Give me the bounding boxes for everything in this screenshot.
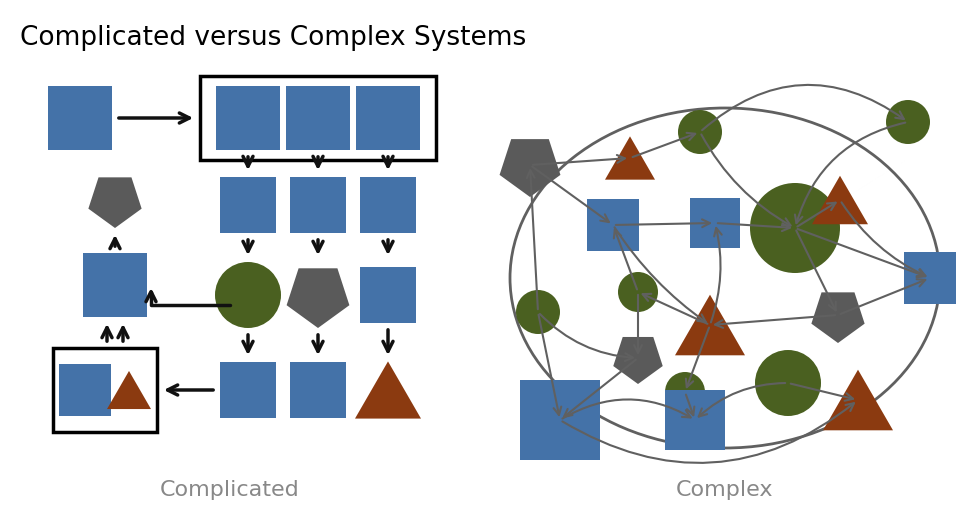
- Polygon shape: [499, 139, 560, 197]
- Polygon shape: [216, 86, 280, 150]
- Circle shape: [750, 183, 839, 273]
- Polygon shape: [359, 177, 415, 233]
- Polygon shape: [520, 380, 600, 460]
- Polygon shape: [612, 337, 662, 384]
- Polygon shape: [289, 177, 346, 233]
- Polygon shape: [220, 362, 276, 418]
- Polygon shape: [811, 176, 867, 224]
- Text: Complicated versus Complex Systems: Complicated versus Complex Systems: [20, 25, 526, 51]
- Polygon shape: [356, 86, 420, 150]
- Polygon shape: [903, 252, 955, 304]
- Polygon shape: [83, 253, 147, 317]
- Polygon shape: [59, 364, 111, 416]
- Polygon shape: [289, 362, 346, 418]
- Polygon shape: [107, 371, 151, 409]
- Text: Complicated: Complicated: [160, 480, 300, 500]
- Polygon shape: [355, 361, 421, 418]
- Polygon shape: [359, 267, 415, 323]
- Circle shape: [885, 100, 929, 144]
- Text: Complex: Complex: [676, 480, 773, 500]
- Polygon shape: [664, 390, 725, 450]
- Circle shape: [678, 110, 722, 154]
- Circle shape: [664, 372, 704, 412]
- Polygon shape: [48, 86, 111, 150]
- Polygon shape: [604, 137, 654, 180]
- Polygon shape: [285, 86, 350, 150]
- Circle shape: [754, 350, 820, 416]
- Circle shape: [617, 272, 657, 312]
- Polygon shape: [586, 199, 638, 251]
- Polygon shape: [88, 177, 141, 228]
- Polygon shape: [823, 370, 892, 430]
- Polygon shape: [689, 198, 739, 248]
- Polygon shape: [220, 177, 276, 233]
- Circle shape: [214, 262, 281, 328]
- Polygon shape: [286, 268, 349, 328]
- Polygon shape: [810, 292, 864, 343]
- Circle shape: [515, 290, 559, 334]
- Polygon shape: [675, 294, 744, 355]
